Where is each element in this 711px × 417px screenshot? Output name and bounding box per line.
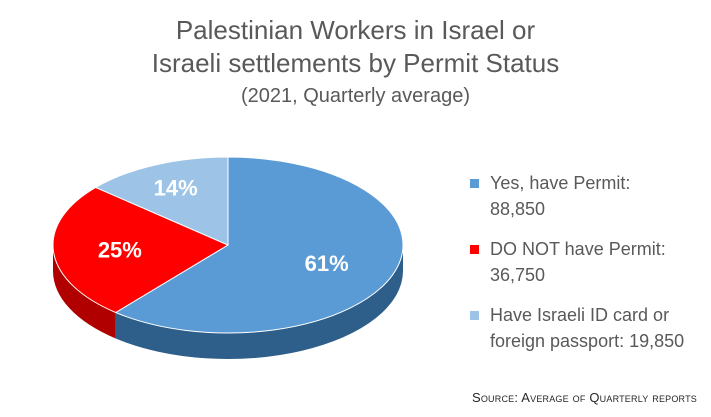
legend-swatch-permit xyxy=(470,179,479,188)
pie-slice-id-card xyxy=(94,156,229,246)
pie-label-id-card: 14% xyxy=(154,175,198,200)
pie-side-permit xyxy=(115,245,403,359)
legend-swatch-id-card xyxy=(470,311,479,320)
legend-item-no-permit: DO NOT have Permit: 36,750 xyxy=(470,236,710,288)
chart-subtitle: (2021, Quarterly average) xyxy=(240,85,470,107)
pie-label-no-permit: 25% xyxy=(98,237,142,262)
legend-swatch-no-permit xyxy=(470,245,479,254)
chart-title-line-2: Israeli settlements by Permit Status xyxy=(151,48,560,78)
pie-side-no-permit xyxy=(53,245,116,339)
chart-title-block: Palestinian Workers in Israel or Israeli… xyxy=(0,14,711,110)
legend: Yes, have Permit: 88,850 DO NOT have Per… xyxy=(470,170,710,368)
pie-slice-permit xyxy=(114,156,404,334)
pie-label-permit: 61% xyxy=(305,251,349,276)
legend-item-permit: Yes, have Permit: 88,850 xyxy=(470,170,710,222)
legend-label-permit: Yes, have Permit: 88,850 xyxy=(490,173,631,219)
legend-label-id-card: Have Israeli ID card or foreign passport… xyxy=(490,305,685,351)
legend-label-no-permit: DO NOT have Permit: 36,750 xyxy=(490,239,666,285)
pie-slice-no-permit xyxy=(52,186,230,314)
legend-item-id-card: Have Israeli ID card or foreign passport… xyxy=(470,302,710,354)
chart-title-line-1: Palestinian Workers in Israel or xyxy=(175,15,536,45)
source-note: Source: Average of Quarterly reports xyxy=(471,390,697,405)
